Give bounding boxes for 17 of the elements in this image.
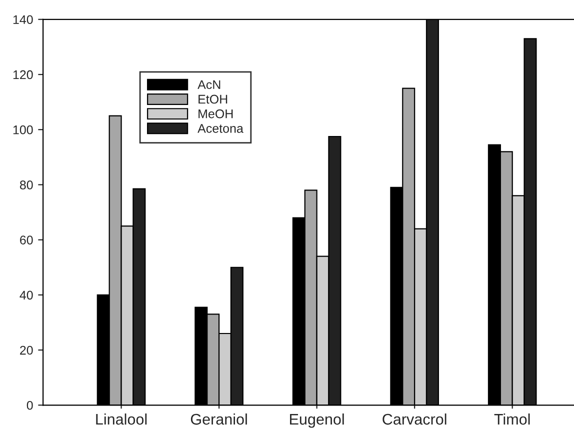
y-tick-label: 60 (20, 236, 33, 244)
legend-label: AcN (198, 80, 220, 90)
x-tick-label: Timol (494, 413, 530, 425)
legend-label: MeOH (198, 109, 233, 118)
x-tick-label: Geraniol (190, 413, 247, 425)
y-tick-label: 140 (13, 15, 33, 24)
y-tick-label: 0 (26, 400, 33, 410)
y-tick-label: 80 (20, 180, 33, 190)
x-tick-label: Carvacrol (382, 413, 446, 425)
y-tick-label: 40 (20, 290, 33, 300)
y-tick-label: 20 (20, 346, 33, 355)
legend-label: Acetona (198, 124, 244, 133)
y-tick-label: 100 (13, 125, 33, 134)
legend-label: EtOH (198, 94, 228, 104)
y-tick-label: 120 (13, 70, 33, 80)
x-tick-label: Eugenol (290, 413, 344, 428)
x-tick-label: Linalool (96, 413, 147, 425)
